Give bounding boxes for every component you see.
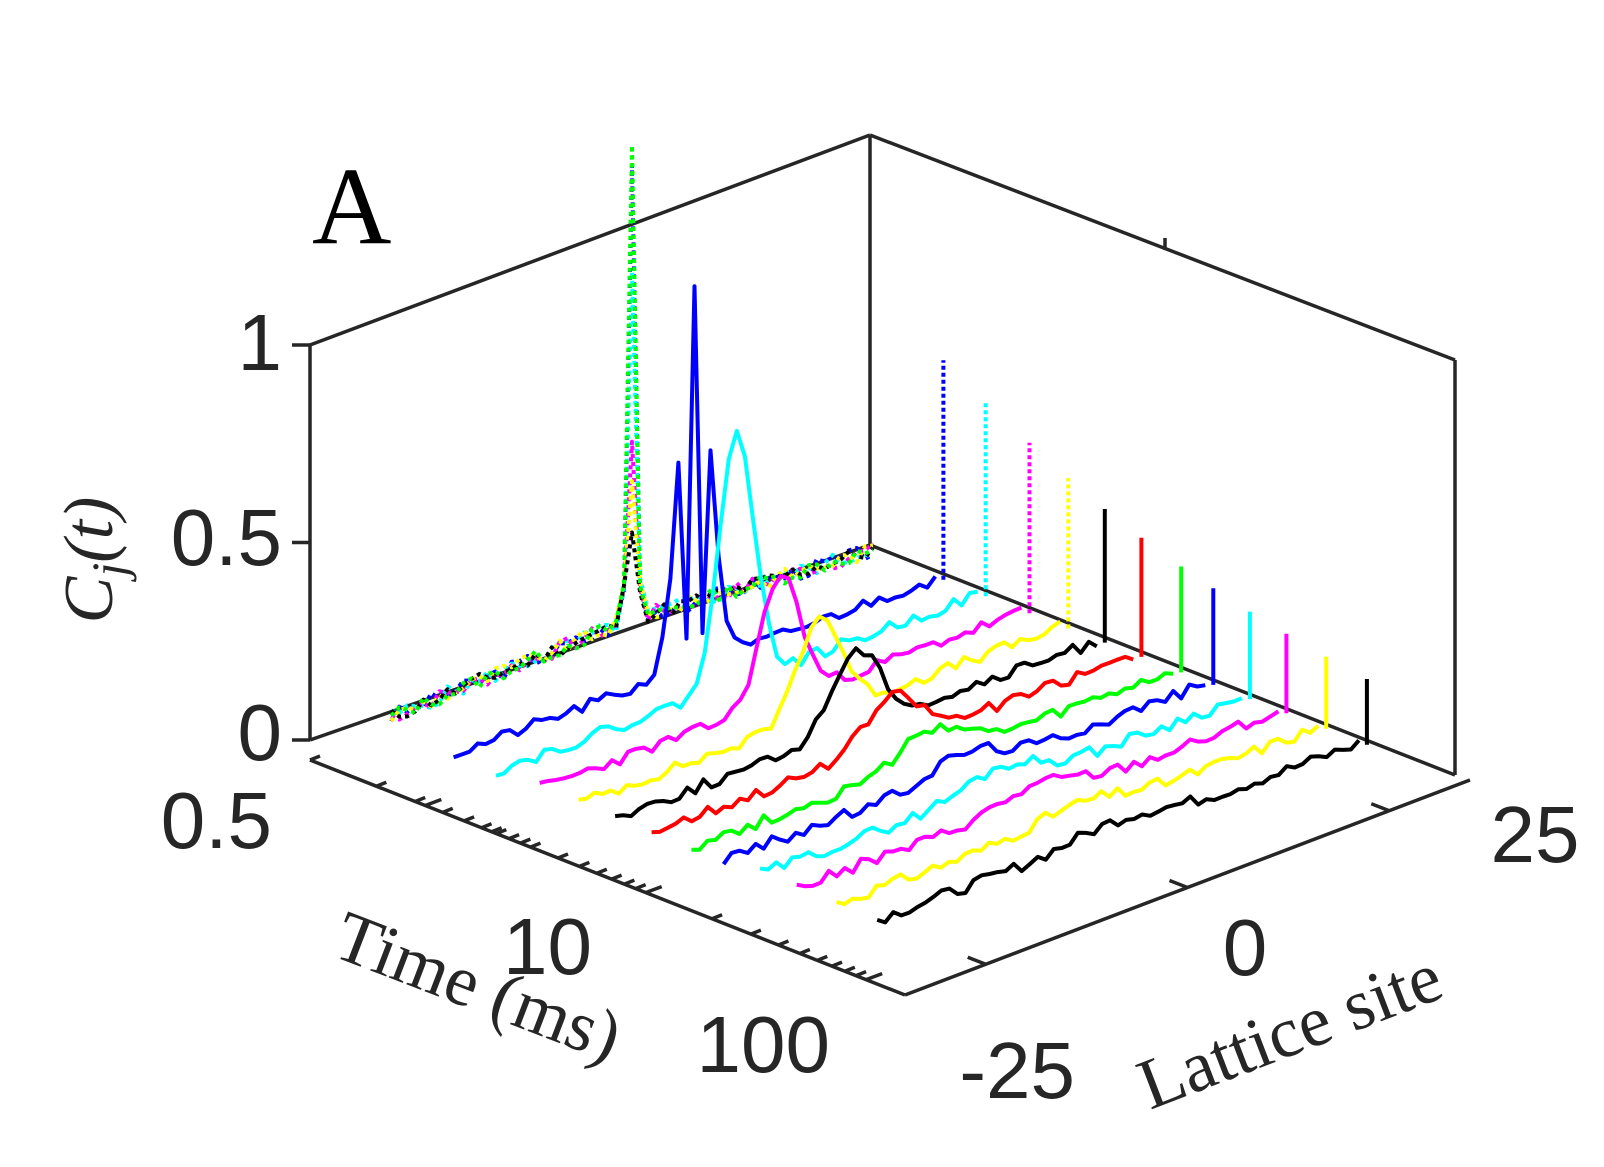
time-tick xyxy=(375,780,388,788)
time-tick xyxy=(855,970,867,978)
time-axis-line xyxy=(309,758,906,997)
z-tick-labels: 0 0.5 1 xyxy=(171,298,282,777)
time-tick xyxy=(557,852,569,860)
series-line-t0_dotted_yellow xyxy=(389,479,874,723)
time-tick xyxy=(424,797,442,808)
time-tick-labels: 0.5 10 100 xyxy=(161,776,830,1089)
time-tick xyxy=(777,939,790,947)
time-tick xyxy=(495,827,507,836)
site-tick xyxy=(1168,878,1189,890)
series-line-t6_red xyxy=(651,654,1134,835)
series-line-t5_black xyxy=(614,639,1098,819)
time-tick xyxy=(844,965,856,973)
site-tick-label: 0 xyxy=(1223,903,1268,992)
series-line-t3_magenta xyxy=(539,574,1023,785)
time-tick xyxy=(414,795,426,804)
site-tick xyxy=(1370,802,1390,813)
time-tick xyxy=(610,873,623,881)
axes-frame xyxy=(308,133,1471,997)
series-line-t1_blue xyxy=(452,284,937,760)
time-tick xyxy=(865,972,883,982)
time-tick xyxy=(634,882,647,891)
time-tick xyxy=(309,754,321,762)
z-tick-label: 1 xyxy=(238,298,283,387)
back-top-right-edge xyxy=(869,133,1456,362)
z-axis-title-main: C xyxy=(51,575,128,623)
time-tick xyxy=(831,960,843,968)
series-line-t9_cyan xyxy=(759,696,1243,872)
site-tick-label: 25 xyxy=(1491,790,1580,879)
z-axis-title: Cj(t) xyxy=(51,497,137,624)
time-tick xyxy=(519,837,532,845)
time-tick xyxy=(463,815,475,823)
axis-ticks xyxy=(292,238,1390,982)
series-layer xyxy=(389,143,1369,925)
time-tick xyxy=(816,954,828,962)
series-line-t7_green xyxy=(691,671,1174,852)
series-line-t0_dotted_green xyxy=(389,143,874,717)
time-tick-label: 10 xyxy=(503,902,592,991)
time-tick xyxy=(711,913,723,921)
time-tick xyxy=(645,884,663,895)
series-line-t11_yellow xyxy=(836,724,1320,907)
time-tick xyxy=(623,878,636,886)
time-tick xyxy=(442,806,454,815)
right-floor-edge xyxy=(869,543,1456,777)
site-axis-title: Lattice site xyxy=(1127,936,1452,1125)
series-line-t2_cyan xyxy=(495,428,979,778)
z-axis-title-arg: (t) xyxy=(51,497,128,563)
back-top-left-edge xyxy=(309,133,871,347)
site-tick xyxy=(967,955,987,966)
series-line-t0_dotted_cyan xyxy=(390,269,874,716)
series-line-t10_magenta xyxy=(796,709,1280,889)
time-tick xyxy=(596,867,608,875)
z-tick-label: 0.5 xyxy=(171,493,282,582)
z-tick-label: 0 xyxy=(238,688,283,777)
time-tick-label: 100 xyxy=(697,1000,830,1089)
time-tick xyxy=(799,947,811,956)
svg-text:Cj(t): Cj(t) xyxy=(51,497,137,624)
series-line-t12_black xyxy=(876,738,1361,925)
time-tick-label: 0.5 xyxy=(161,776,272,865)
time-tick xyxy=(529,841,542,849)
time-tick xyxy=(490,826,503,834)
site-tick-labels: -25 0 25 xyxy=(959,790,1579,1115)
time-tick xyxy=(578,860,591,869)
time-tick xyxy=(508,833,520,841)
time-tick xyxy=(480,822,493,830)
series-line-t4_yellow xyxy=(578,614,1062,802)
time-tick xyxy=(750,928,762,936)
series-line-t8_blue xyxy=(721,682,1206,866)
site-tick-label: -25 xyxy=(959,1026,1075,1115)
panel-label: A xyxy=(312,145,391,267)
